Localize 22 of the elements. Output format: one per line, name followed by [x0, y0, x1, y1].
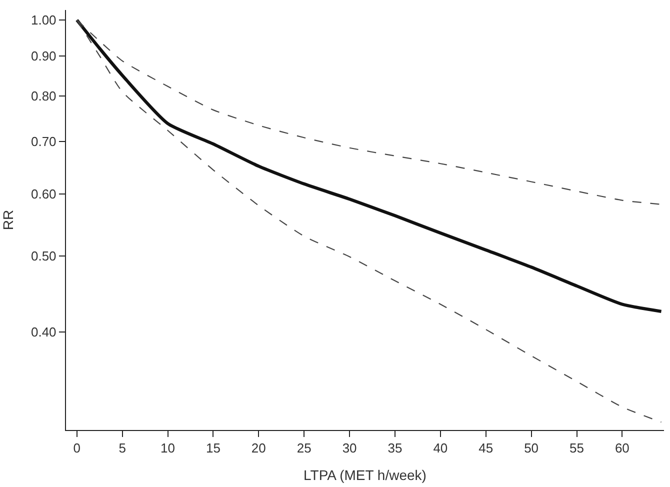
x-tick-label: 10	[160, 440, 176, 456]
y-tick-label: 1.00	[30, 12, 56, 28]
x-tick-label: 60	[614, 440, 630, 456]
x-tick-label: 30	[342, 440, 357, 456]
x-tick-label: 20	[251, 440, 266, 456]
x-tick-label: 15	[206, 440, 220, 456]
x-axis-title: LTPA (MET h/week)	[304, 467, 426, 483]
y-axis-title: RR	[0, 210, 16, 230]
x-tick-label: 5	[118, 440, 126, 456]
x-tick-label: 25	[296, 440, 312, 456]
x-tick-label: 0	[73, 440, 81, 456]
y-tick-label: 0.70	[30, 134, 56, 150]
x-tick-label: 55	[570, 440, 584, 456]
y-tick-label: 0.40	[30, 324, 56, 340]
x-tick-label: 50	[524, 440, 539, 456]
y-tick-label: 0.50	[30, 248, 56, 264]
x-tick-label: 40	[433, 440, 448, 456]
y-tick-label: 0.90	[30, 48, 56, 64]
x-tick-label: 45	[478, 440, 494, 456]
y-tick-label: 0.60	[30, 186, 56, 202]
x-tick-label: 35	[388, 440, 402, 456]
y-tick-label: 0.80	[30, 88, 56, 104]
